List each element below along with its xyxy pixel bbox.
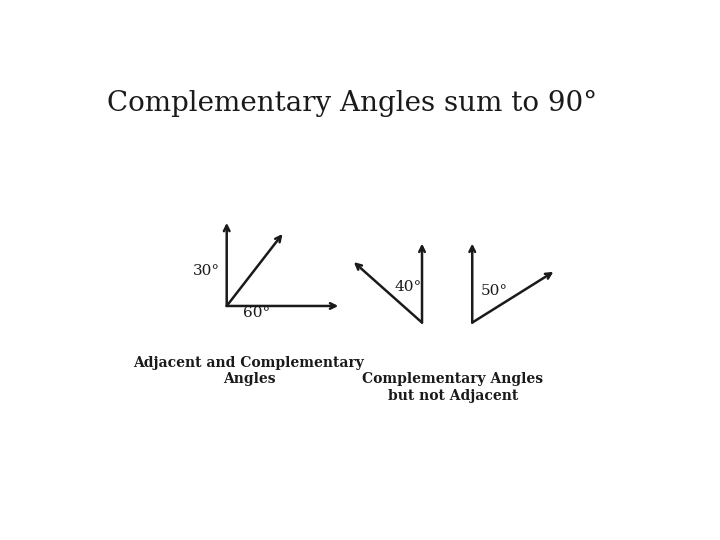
Text: Complementary Angles
but not Adjacent: Complementary Angles but not Adjacent: [362, 373, 544, 403]
Text: Adjacent and Complementary
Angles: Adjacent and Complementary Angles: [134, 356, 364, 386]
Text: 40°: 40°: [394, 280, 421, 294]
Text: 60°: 60°: [243, 306, 271, 320]
Text: Complementary Angles sum to 90°: Complementary Angles sum to 90°: [107, 90, 597, 117]
Text: 30°: 30°: [193, 264, 220, 278]
Text: 50°: 50°: [481, 285, 508, 299]
